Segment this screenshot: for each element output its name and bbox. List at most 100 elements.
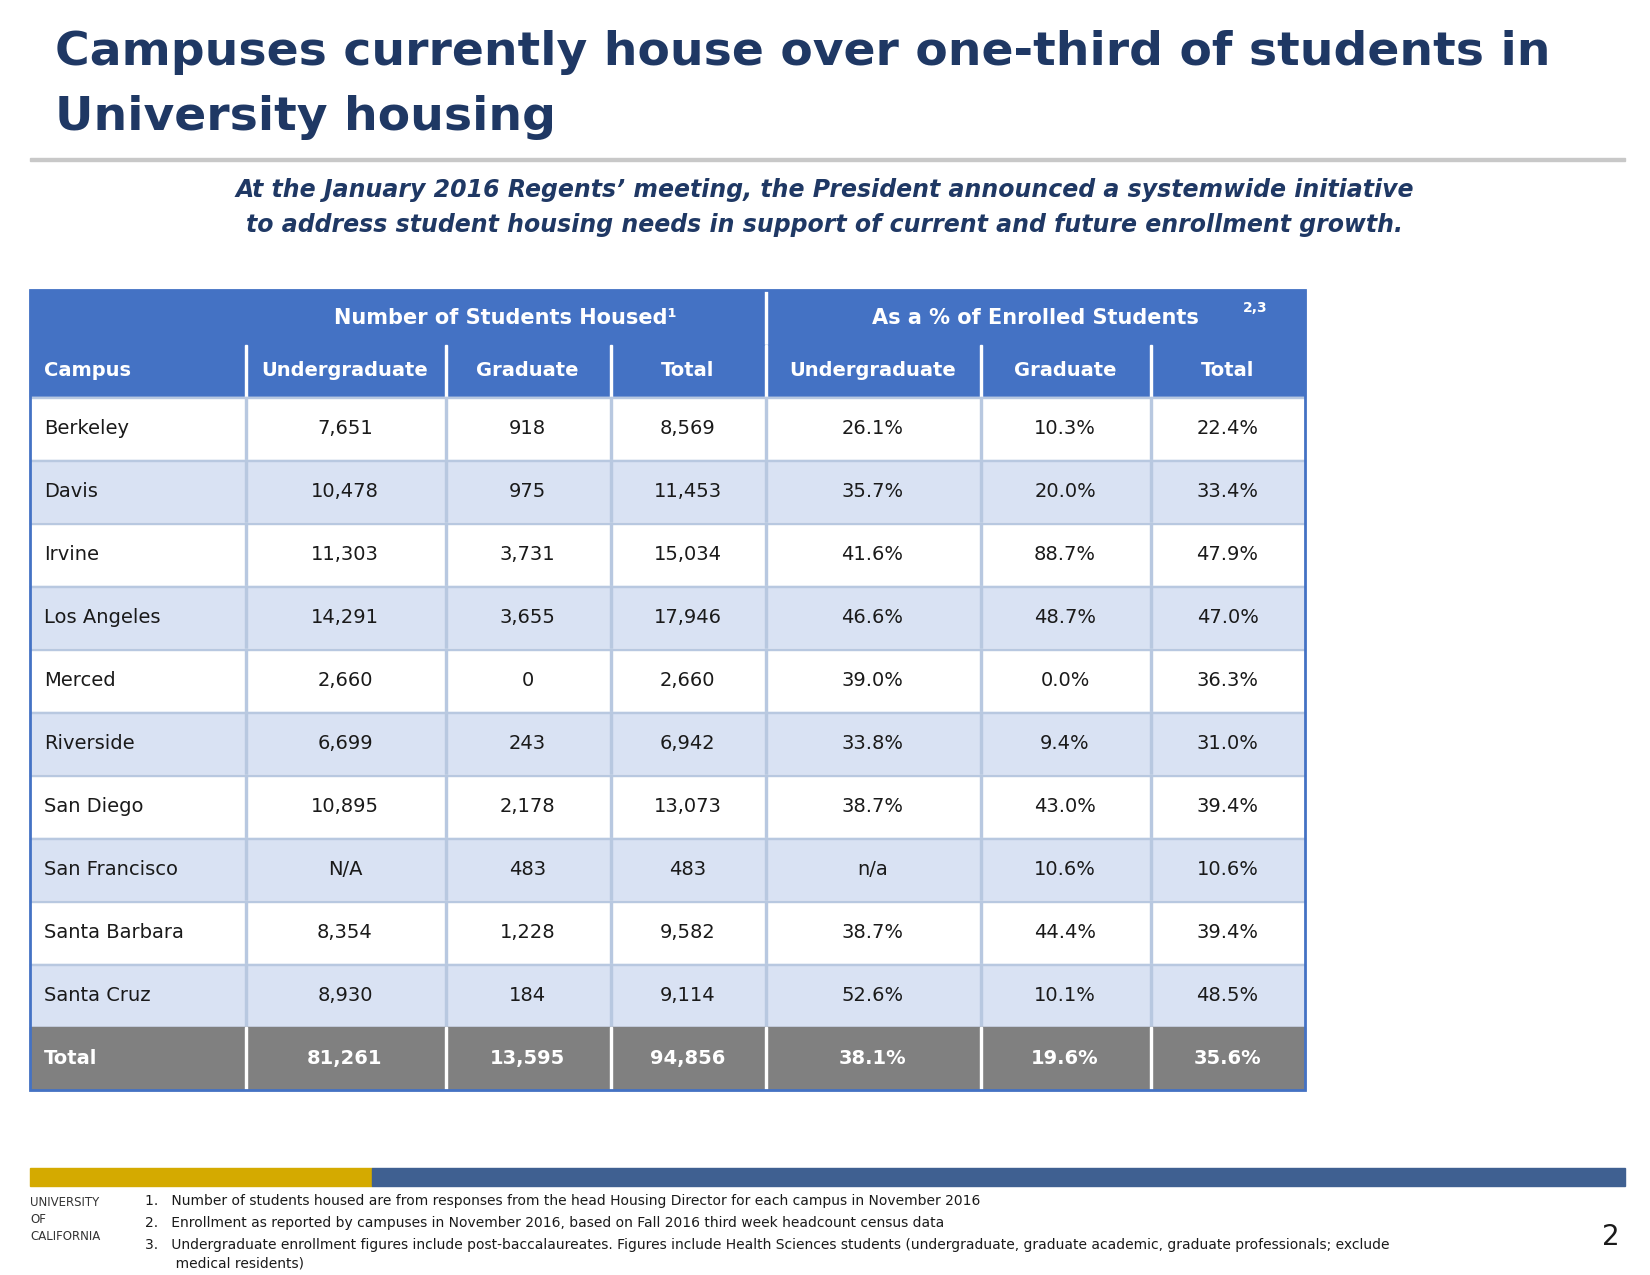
Text: 48.5%: 48.5% <box>1196 986 1259 1005</box>
Text: 15,034: 15,034 <box>653 544 721 564</box>
Text: 36.3%: 36.3% <box>1196 671 1259 690</box>
Text: Irvine: Irvine <box>45 544 99 564</box>
Text: 6,699: 6,699 <box>317 734 373 754</box>
Text: 13,595: 13,595 <box>490 1049 564 1068</box>
Text: 17,946: 17,946 <box>653 608 721 627</box>
Text: 81,261: 81,261 <box>307 1049 383 1068</box>
Text: 9,582: 9,582 <box>660 923 716 942</box>
Text: 918: 918 <box>508 419 546 439</box>
Text: 1.   Number of students housed are from responses from the head Housing Director: 1. Number of students housed are from re… <box>145 1193 980 1207</box>
Text: Berkeley: Berkeley <box>45 419 129 439</box>
Text: 94,856: 94,856 <box>650 1049 726 1068</box>
Bar <box>30 649 1305 711</box>
Text: Riverside: Riverside <box>45 734 135 754</box>
Text: 1,228: 1,228 <box>500 923 556 942</box>
Bar <box>30 1026 1305 1090</box>
Text: 13,073: 13,073 <box>653 797 721 816</box>
Text: 2: 2 <box>1602 1223 1620 1251</box>
Bar <box>30 289 1305 346</box>
Text: Number of Students Housed¹: Number of Students Housed¹ <box>333 307 676 328</box>
Text: 10,895: 10,895 <box>310 797 380 816</box>
Text: 11,453: 11,453 <box>653 482 721 501</box>
Text: 11,303: 11,303 <box>312 544 380 564</box>
Text: 38.7%: 38.7% <box>842 923 904 942</box>
Bar <box>371 1168 1625 1186</box>
Text: Merced: Merced <box>45 671 116 690</box>
Bar <box>30 1168 371 1186</box>
Text: 88.7%: 88.7% <box>1035 544 1096 564</box>
Text: 9,114: 9,114 <box>660 986 716 1005</box>
Bar <box>30 158 1625 161</box>
Text: Total: Total <box>660 362 714 380</box>
Bar <box>30 397 1305 460</box>
Text: 6,942: 6,942 <box>660 734 716 754</box>
Text: 48.7%: 48.7% <box>1035 608 1096 627</box>
Text: N/A: N/A <box>328 861 363 878</box>
Text: 26.1%: 26.1% <box>842 419 904 439</box>
Text: San Francisco: San Francisco <box>45 861 178 878</box>
Bar <box>766 289 767 346</box>
Text: 19.6%: 19.6% <box>1031 1049 1099 1068</box>
Text: 22.4%: 22.4% <box>1196 419 1259 439</box>
Text: 39.4%: 39.4% <box>1196 923 1259 942</box>
Text: 41.6%: 41.6% <box>842 544 904 564</box>
Text: 2,178: 2,178 <box>500 797 556 816</box>
Text: At the January 2016 Regents’ meeting, the President announced a systemwide initi: At the January 2016 Regents’ meeting, th… <box>236 179 1414 237</box>
Text: 38.7%: 38.7% <box>842 797 904 816</box>
Text: Undergraduate: Undergraduate <box>262 362 429 380</box>
Text: 10.6%: 10.6% <box>1196 861 1259 878</box>
Bar <box>30 711 1305 775</box>
Text: 2,3: 2,3 <box>1242 301 1267 315</box>
Text: 975: 975 <box>508 482 546 501</box>
Text: 39.4%: 39.4% <box>1196 797 1259 816</box>
Text: Davis: Davis <box>45 482 97 501</box>
Text: Graduate: Graduate <box>1013 362 1117 380</box>
Text: 31.0%: 31.0% <box>1196 734 1259 754</box>
Text: 38.1%: 38.1% <box>838 1049 906 1068</box>
Bar <box>30 460 1305 523</box>
Text: Total: Total <box>45 1049 97 1068</box>
Text: 10.6%: 10.6% <box>1035 861 1096 878</box>
Text: Campuses currently house over one-third of students in: Campuses currently house over one-third … <box>54 31 1551 75</box>
Text: 35.7%: 35.7% <box>842 482 904 501</box>
Text: n/a: n/a <box>856 861 888 878</box>
Text: Santa Cruz: Santa Cruz <box>45 986 150 1005</box>
Text: 243: 243 <box>508 734 546 754</box>
Text: 52.6%: 52.6% <box>842 986 904 1005</box>
Text: 35.6%: 35.6% <box>1193 1049 1261 1068</box>
Bar <box>30 901 1305 964</box>
Text: 3,655: 3,655 <box>500 608 556 627</box>
Text: 8,930: 8,930 <box>317 986 373 1005</box>
Text: 46.6%: 46.6% <box>842 608 904 627</box>
Text: 20.0%: 20.0% <box>1035 482 1096 501</box>
Text: 8,354: 8,354 <box>317 923 373 942</box>
Text: Undergraduate: Undergraduate <box>789 362 955 380</box>
Bar <box>30 346 1305 397</box>
Text: 47.9%: 47.9% <box>1196 544 1259 564</box>
Text: 39.0%: 39.0% <box>842 671 904 690</box>
Bar <box>30 1026 1305 1029</box>
Text: As a % of Enrolled Students: As a % of Enrolled Students <box>871 307 1198 328</box>
Text: 3.   Undergraduate enrollment figures include post-baccalaureates. Figures inclu: 3. Undergraduate enrollment figures incl… <box>145 1238 1389 1270</box>
Text: 2,660: 2,660 <box>660 671 714 690</box>
Bar <box>30 964 1305 1026</box>
Text: 47.0%: 47.0% <box>1196 608 1259 627</box>
Bar <box>30 838 1305 901</box>
Text: 14,291: 14,291 <box>310 608 380 627</box>
Text: 483: 483 <box>508 861 546 878</box>
Text: 0: 0 <box>521 671 533 690</box>
Text: 44.4%: 44.4% <box>1035 923 1096 942</box>
Text: Total: Total <box>1201 362 1254 380</box>
Text: 483: 483 <box>668 861 706 878</box>
Text: 8,569: 8,569 <box>660 419 716 439</box>
Text: 9.4%: 9.4% <box>1040 734 1089 754</box>
Text: University housing: University housing <box>54 96 556 140</box>
Bar <box>30 523 1305 586</box>
Text: 33.4%: 33.4% <box>1196 482 1259 501</box>
Text: 3,731: 3,731 <box>500 544 556 564</box>
Text: 10.3%: 10.3% <box>1035 419 1096 439</box>
Text: 2,660: 2,660 <box>317 671 373 690</box>
Text: Campus: Campus <box>45 362 130 380</box>
Text: Santa Barbara: Santa Barbara <box>45 923 183 942</box>
Bar <box>30 586 1305 649</box>
